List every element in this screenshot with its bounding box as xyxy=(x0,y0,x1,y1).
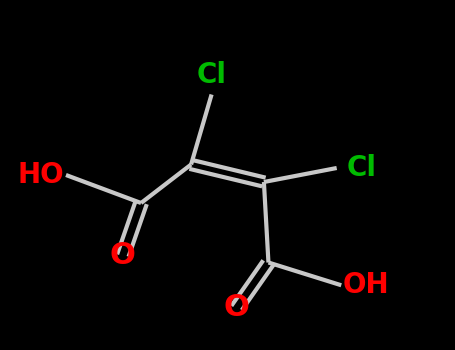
Text: HO: HO xyxy=(18,161,64,189)
Text: O: O xyxy=(110,241,136,270)
Text: OH: OH xyxy=(343,271,389,299)
Text: Cl: Cl xyxy=(197,61,227,89)
Text: Cl: Cl xyxy=(347,154,377,182)
Text: O: O xyxy=(224,294,249,322)
